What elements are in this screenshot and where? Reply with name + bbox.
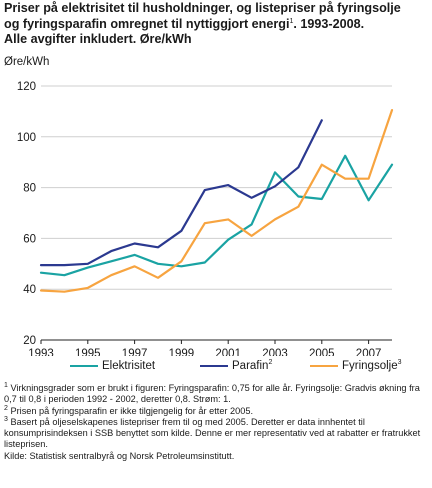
y-tick-label: 20 [23,335,36,347]
legend-swatch [200,365,228,367]
gridlines [41,85,392,341]
footnote-1-marker: 1 [4,381,8,389]
series-line-parafin [39,119,323,267]
x-tick-label: 2003 [262,348,288,356]
footnote-3-marker: 3 [4,415,8,423]
y-tick-label: 40 [23,284,36,296]
legend-label: Parafin2 [232,359,273,372]
y-tick-label: 120 [17,81,36,93]
footnote-1: 1 Virkningsgrader som er brukt i figuren… [4,381,428,406]
title-line-2: og fyringsparafin omregnet til nyttiggjo… [4,16,290,31]
footnote-2-text: Prisen på fyringsparafin er ikke tilgjen… [7,405,254,416]
title-footnote-marker: 1 [289,17,294,25]
footnote-3-text: Basert på oljeselskapenes listepriser fr… [4,416,421,450]
x-tick-label: 1993 [28,348,54,356]
footnote-1-text: Virkningsgrader som er brukt i figuren: … [4,383,420,405]
legend-swatch [70,365,98,367]
series-lines [39,108,394,293]
x-tick-labels: 1993 1995 1997 1999 2001 2003 2005 2007 [28,340,381,356]
y-axis-label: Øre/kWh [4,56,49,68]
legend-label: Fyringsolje3 [342,359,402,372]
x-tick-label: 1995 [75,348,101,356]
legend-label: Elektrisitet [102,360,156,372]
x-tick-label: 2001 [215,348,241,356]
legend-item-elektrisitet: Elektrisitet [70,360,155,372]
x-tick-label: 2005 [309,348,335,356]
y-tick-labels: 20 40 60 80 100 120 [17,81,36,347]
legend-footnote-marker: 2 [268,359,273,367]
series-line-fyringsolje [39,108,394,293]
legend-footnote-marker: 3 [397,359,402,367]
y-tick-label: 100 [17,132,36,144]
chart-title: Priser på elektrisitet til husholdninger… [4,1,428,48]
source-note: Kilde: Statistisk sentralbyrå og Norsk P… [4,450,235,461]
series-line-elektrisitet [39,154,394,277]
title-line-2-end: . 1993-2008. [293,16,365,31]
title-line-1: Priser på elektrisitet til husholdninger… [4,1,401,15]
title-line-3: Alle avgifter inkludert. Øre/kWh [4,32,192,46]
footnote-2-marker: 2 [4,404,8,412]
x-tick-label: 1999 [169,348,195,356]
legend-swatch [310,365,338,367]
x-tick-label: 1997 [122,348,148,356]
y-tick-label: 80 [23,183,36,195]
y-tick-label: 60 [23,233,36,245]
legend-item-parafin: Parafin2 [200,359,273,372]
legend-item-fyringsolje: Fyringsolje3 [310,359,402,372]
footnote-3: 3 Basert på oljeselskapenes listepriser … [4,415,428,451]
legend: Elektrisitet Parafin2 Fyringsolje3 [32,359,412,380]
x-tick-label: 2007 [356,348,382,356]
footnotes: 1 Virkningsgrader som er brukt i figuren… [4,381,428,462]
footnote-2: 2 Prisen på fyringsparafin er ikke tilgj… [4,404,428,417]
line-chart: Øre/kWh 20 40 60 80 100 120 1993 1995 1997 1999 2… [4,56,394,356]
